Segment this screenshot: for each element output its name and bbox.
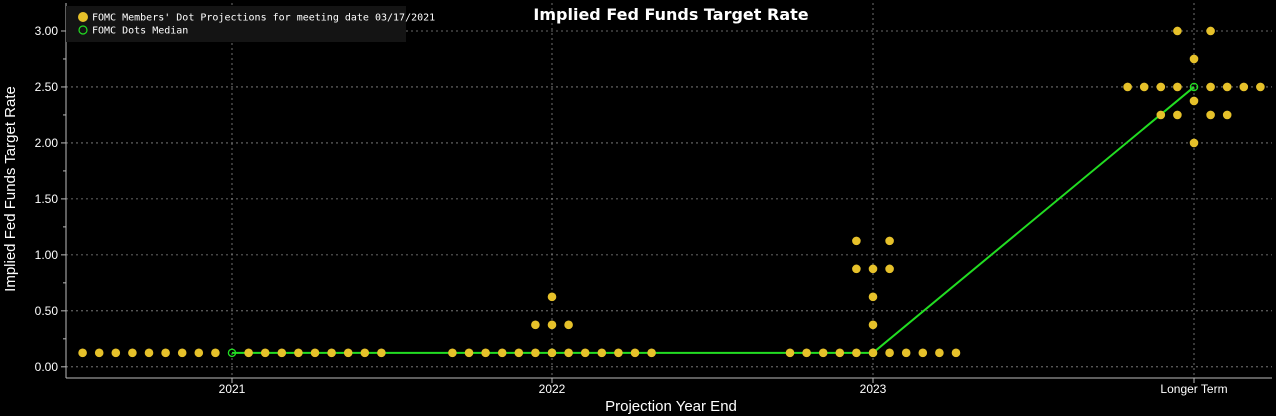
dot-projection [1206, 110, 1215, 120]
dot-projection [1239, 82, 1249, 92]
dot-projection [277, 348, 287, 358]
dot-projection [177, 348, 187, 358]
dot-projection [531, 320, 540, 330]
chart-title: Implied Fed Funds Target Rate [533, 5, 808, 24]
y-tick-label: 2.50 [35, 80, 59, 94]
dot-projection [818, 348, 828, 358]
dot-projection [1189, 96, 1199, 106]
median-marker [227, 348, 237, 358]
dot-projection [951, 348, 961, 358]
dot-projection [614, 348, 623, 358]
y-tick-label: 2.00 [35, 136, 59, 150]
dot-projection [564, 320, 573, 330]
dot-projection [1123, 82, 1132, 92]
grid-layer [66, 3, 1272, 378]
median-marker [1189, 82, 1199, 92]
dot-projection [144, 348, 154, 358]
dot-projection [885, 264, 894, 274]
y-tick-label: 1.50 [35, 192, 59, 206]
median-line [232, 86, 1195, 354]
dot-projection [531, 348, 540, 358]
x-tick-label: Longer Term [1160, 382, 1227, 396]
dot-projection [94, 348, 104, 358]
dot-projection [835, 348, 845, 358]
legend-dot-marker [78, 12, 88, 22]
dot-projection [481, 348, 490, 358]
dot-projection [1156, 82, 1166, 92]
dot-projection [647, 348, 656, 358]
dot-projection [580, 348, 590, 358]
dot-projection [868, 292, 878, 302]
dot-projection [260, 348, 270, 358]
dot-projection [785, 348, 795, 358]
label-layer: 0.00 0.50 1.00 1.50 2.00 2.50 3.00 2021 2022 2023… [35, 24, 1228, 396]
dot-projection [128, 348, 137, 358]
dot-projection [852, 348, 861, 358]
legend-median-label: FOMC Dots Median [92, 26, 188, 37]
dot-projection [78, 348, 87, 358]
dot-projection [1189, 138, 1199, 148]
dot-projection [111, 348, 121, 358]
axis-layer [61, 3, 1272, 383]
dot-projection [868, 320, 878, 330]
dot-projection [868, 348, 878, 358]
dot-projection [547, 348, 557, 358]
x-tick-label: 2022 [539, 382, 566, 396]
y-tick-label: 0.00 [35, 360, 59, 374]
dot-projection [497, 348, 507, 358]
dot-projection [343, 348, 353, 358]
dot-projection [1139, 82, 1149, 92]
y-tick-label: 0.50 [35, 304, 59, 318]
legend-median-marker [78, 25, 88, 35]
dots-layer [78, 26, 1265, 358]
dot-projection [1173, 82, 1182, 92]
dot-projection [1173, 110, 1182, 120]
dot-projection [211, 348, 220, 358]
dot-projection [1189, 54, 1199, 64]
dot-projection [1206, 26, 1215, 36]
y-axis-title: Implied Fed Funds Target Rate [2, 86, 19, 292]
dot-projection [1206, 82, 1215, 92]
dot-projection [327, 348, 336, 358]
dot-projection [310, 348, 320, 358]
dot-projection [1173, 26, 1182, 36]
dot-projection [464, 348, 474, 358]
dot-projection [597, 348, 607, 358]
dot-projection [918, 348, 928, 358]
dot-projection [802, 348, 811, 358]
dot-projection [852, 264, 861, 274]
dot-projection [377, 348, 386, 358]
y-tick-label: 3.00 [35, 24, 59, 38]
dot-projection [630, 348, 640, 358]
dot-projection [852, 236, 861, 246]
dot-projection [448, 348, 457, 358]
dot-projection [564, 348, 573, 358]
dot-projection [547, 320, 557, 330]
dot-projection [1222, 82, 1232, 92]
dot-projection [868, 264, 878, 274]
x-axis-title: Projection Year End [605, 398, 737, 415]
x-tick-label: 2023 [860, 382, 887, 396]
dot-projection [194, 348, 204, 358]
dot-projection [1156, 110, 1166, 120]
dot-projection [1222, 110, 1232, 120]
legend-dots-label: FOMC Members' Dot Projections for meetin… [92, 13, 435, 24]
legend-background [66, 6, 406, 42]
dot-projection [901, 348, 911, 358]
dot-projection [885, 348, 894, 358]
dot-projection [244, 348, 253, 358]
dot-projection [547, 292, 557, 302]
dot-projection [161, 348, 170, 358]
dot-projection [885, 236, 894, 246]
dot-projection [360, 348, 370, 358]
dot-projection [935, 348, 944, 358]
legend: FOMC Members' Dot Projections for meetin… [66, 6, 435, 42]
dot-projection [1256, 82, 1265, 92]
x-tick-label: 2021 [219, 382, 246, 396]
dot-projection [294, 348, 303, 358]
y-tick-label: 1.00 [35, 248, 59, 262]
dot-projection [514, 348, 524, 358]
